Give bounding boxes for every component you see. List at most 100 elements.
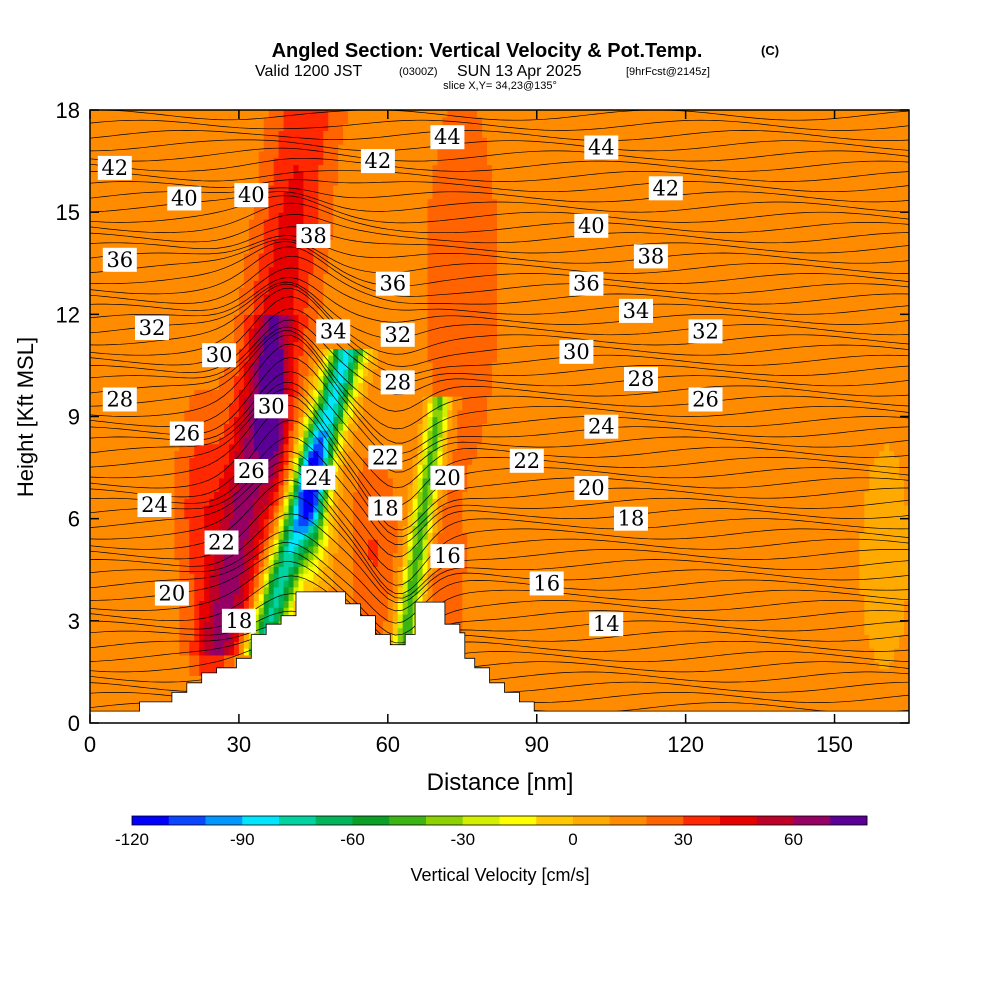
velocity-cell [184,655,190,662]
velocity-cell [140,382,146,389]
velocity-cell [184,539,190,546]
velocity-cell [313,532,319,539]
velocity-cell [174,328,180,335]
velocity-cell [184,110,190,117]
velocity-cell [239,212,245,219]
velocity-cell [174,130,180,137]
velocity-cell [194,546,200,553]
velocity-cell [130,519,136,526]
velocity-cell [318,267,324,274]
velocity-cell [120,594,126,601]
velocity-cell [274,553,280,560]
velocity-cell [194,410,200,417]
velocity-cell [303,273,309,280]
velocity-cell [194,301,200,308]
velocity-cell [174,451,180,458]
velocity-cell [298,178,304,185]
velocity-cell [95,634,101,641]
velocity-cell [229,199,235,206]
velocity-cell [249,164,255,171]
velocity-cell [95,519,101,526]
velocity-cell [199,573,205,580]
velocity-cell [214,451,220,458]
velocity-cell [289,560,295,567]
velocity-cell [90,253,96,260]
velocity-cell [219,430,225,437]
velocity-cell [140,246,146,253]
velocity-cell [264,560,270,567]
velocity-cell [239,124,245,131]
velocity-cell [249,519,255,526]
velocity-cell [303,144,309,151]
velocity-cell [105,485,111,492]
velocity-cell [298,369,304,376]
velocity-cell [125,498,131,505]
velocity-cell [125,464,131,471]
velocity-cell [229,648,235,655]
velocity-cell [115,560,121,567]
velocity-cell [150,485,156,492]
velocity-cell [234,403,240,410]
velocity-cell [125,648,131,655]
velocity-cell [130,641,136,648]
velocity-cell [224,423,230,430]
velocity-cell [279,158,285,165]
velocity-cell [209,192,215,199]
velocity-cell [353,594,359,601]
velocity-cell [219,444,225,451]
velocity-cell [289,219,295,226]
velocity-cell [135,137,141,144]
velocity-cell [95,280,101,287]
velocity-cell [209,498,215,505]
velocity-cell [174,273,180,280]
velocity-cell [189,478,195,485]
velocity-cell [358,451,364,458]
velocity-cell [120,607,126,614]
velocity-cell [249,560,255,567]
velocity-cell [289,457,295,464]
velocity-cell [164,546,170,553]
velocity-cell [289,403,295,410]
velocity-cell [229,451,235,458]
velocity-cell [100,696,106,703]
velocity-cell [100,444,106,451]
velocity-cell [318,376,324,383]
velocity-cell [289,199,295,206]
velocity-cell [298,253,304,260]
velocity-cell [110,512,116,519]
velocity-cell [323,566,329,573]
velocity-cell [179,117,185,124]
velocity-cell [155,641,161,648]
velocity-cell [303,355,309,362]
velocity-cell [224,212,230,219]
velocity-cell [135,675,141,682]
velocity-cell [249,553,255,560]
velocity-cell [179,457,185,464]
velocity-cell [115,696,121,703]
velocity-cell [269,192,275,199]
velocity-cell [145,457,151,464]
velocity-cell [105,451,111,458]
velocity-cell [159,539,165,546]
velocity-cell [308,389,314,396]
velocity-cell [204,294,210,301]
velocity-cell [145,348,151,355]
velocity-cell [289,260,295,267]
velocity-cell [179,267,185,274]
velocity-cell [308,130,314,137]
velocity-cell [159,532,165,539]
velocity-cell [120,226,126,233]
velocity-cell [95,348,101,355]
velocity-cell [130,485,136,492]
velocity-cell [155,451,161,458]
velocity-cell [363,566,369,573]
velocity-cell [214,641,220,648]
velocity-cell [254,532,260,539]
velocity-cell [95,539,101,546]
velocity-cell [135,226,141,233]
velocity-cell [234,144,240,151]
velocity-cell [184,294,190,301]
velocity-cell [135,600,141,607]
velocity-cell [209,110,215,117]
velocity-cell [184,144,190,151]
